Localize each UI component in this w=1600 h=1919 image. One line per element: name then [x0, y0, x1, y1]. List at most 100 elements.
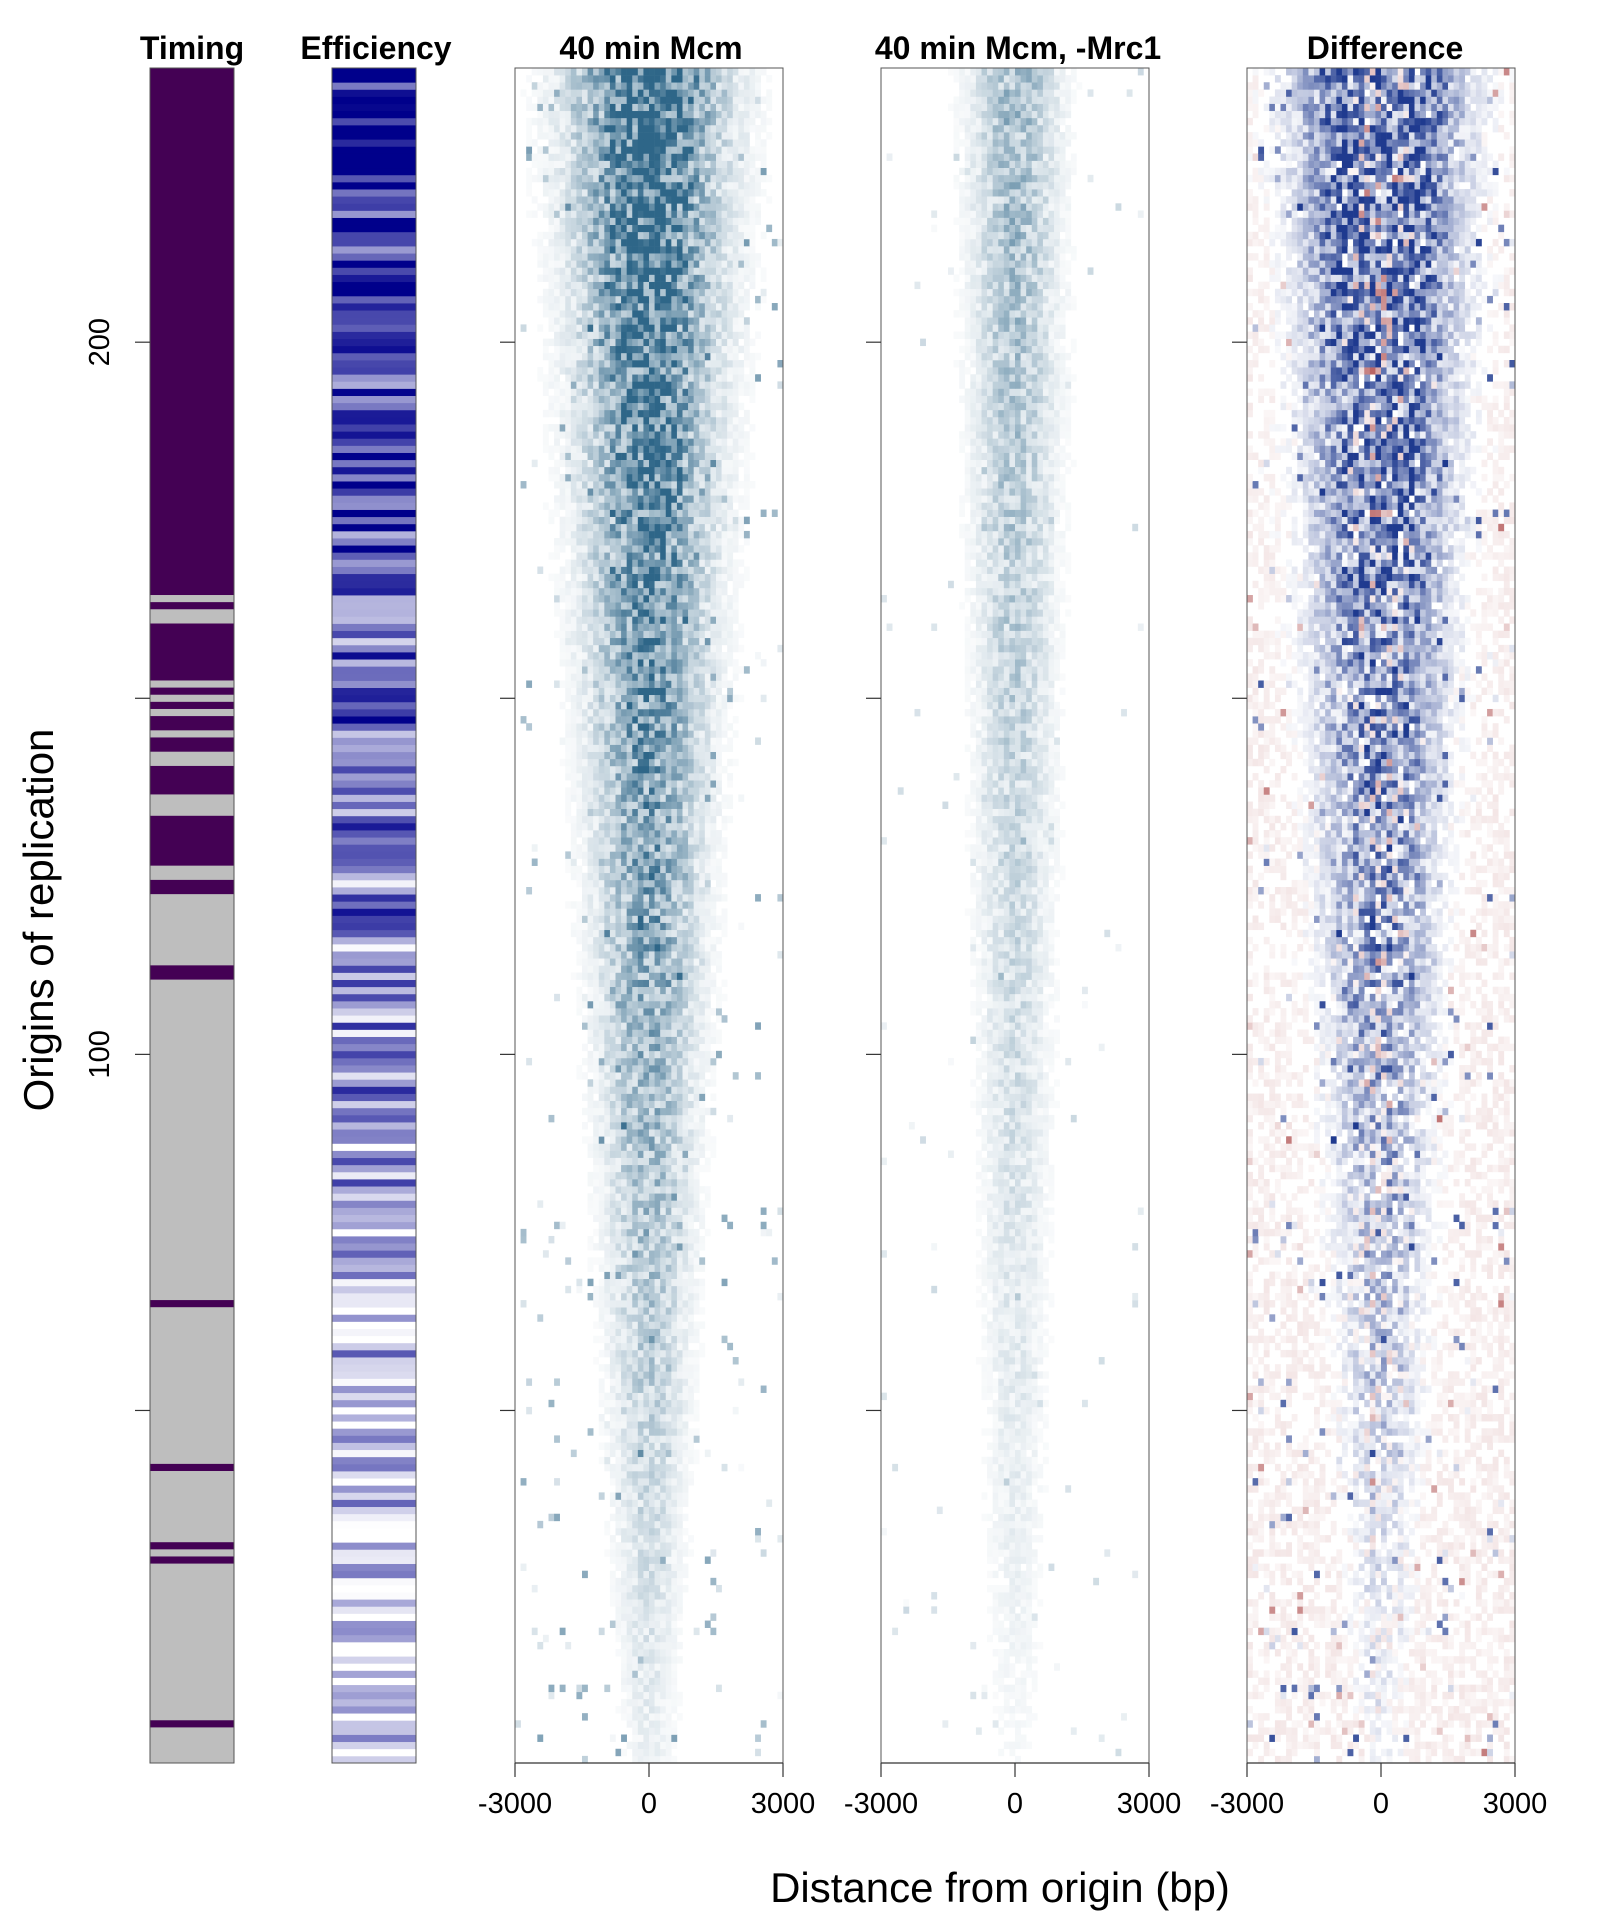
heatmap-cell	[570, 744, 577, 752]
heatmap-cell	[688, 1535, 694, 1543]
heatmap-cell	[637, 1171, 644, 1180]
heatmap-cell	[548, 552, 555, 560]
heatmap-cell	[654, 530, 661, 539]
heatmap-cell	[654, 1649, 661, 1657]
heatmap-cell	[632, 1649, 639, 1657]
heatmap-cell	[576, 616, 583, 624]
efficiency-cell	[332, 865, 416, 874]
heatmap-cell	[693, 416, 700, 425]
heatmap-cell	[671, 943, 678, 952]
heatmap-cell	[621, 1150, 627, 1158]
heatmap-cell	[598, 459, 605, 468]
heatmap-cell	[665, 837, 672, 845]
heatmap-cell	[676, 609, 683, 617]
heatmap-cell	[632, 1634, 639, 1643]
heatmap-cell	[699, 1207, 706, 1215]
heatmap-cell	[682, 623, 689, 631]
heatmap-cell	[637, 438, 644, 446]
heatmap-cell	[604, 1093, 611, 1101]
heatmap-cell	[671, 1535, 678, 1543]
heatmap-cell	[598, 1264, 605, 1272]
heatmap-cell	[598, 466, 605, 475]
heatmap-cell	[637, 701, 644, 710]
heatmap-cell	[660, 1627, 667, 1636]
heatmap-cell	[682, 545, 689, 553]
heatmap-cell	[621, 1250, 627, 1258]
heatmap-cell	[582, 887, 588, 895]
heatmap-cell	[582, 602, 588, 610]
heatmap-cell	[727, 523, 734, 532]
heatmap-cell	[660, 1506, 667, 1515]
heatmap-cell	[554, 409, 560, 418]
heatmap-cell	[738, 431, 745, 439]
heatmap-cell	[604, 481, 611, 489]
heatmap-cell	[604, 495, 611, 503]
heatmap-cell	[598, 616, 605, 624]
heatmap-cell	[626, 972, 633, 980]
heatmap-cell	[682, 595, 689, 603]
heatmap-cell	[643, 1463, 650, 1472]
heatmap-cell	[637, 666, 644, 674]
heatmap-cell	[621, 1264, 627, 1272]
heatmap-cell	[654, 1271, 661, 1280]
heatmap-cell	[559, 538, 566, 546]
heatmap-cell	[699, 1093, 706, 1101]
heatmap-cell	[582, 765, 588, 774]
heatmap-cell	[710, 1107, 717, 1116]
heatmap-cell	[710, 644, 717, 653]
timing-early-band	[150, 602, 234, 610]
heatmap-cell	[615, 573, 622, 582]
heatmap-cell	[671, 837, 678, 845]
heatmap-cell	[554, 580, 560, 589]
heatmap-cell	[593, 395, 600, 404]
heatmap-cell	[582, 409, 588, 418]
heatmap-cell	[615, 1513, 622, 1522]
efficiency-cell	[332, 1627, 416, 1636]
heatmap-cell	[676, 765, 683, 774]
heatmap-cell	[609, 1435, 616, 1443]
heatmap-cell	[665, 1186, 672, 1194]
heatmap-cell	[621, 1584, 627, 1593]
heatmap-cell	[604, 367, 611, 375]
heatmap-cell	[632, 1057, 639, 1066]
heatmap-cell	[716, 751, 722, 760]
heatmap-cell	[710, 559, 717, 567]
heatmap-cell	[704, 473, 711, 482]
heatmap-cell	[660, 1307, 667, 1315]
heatmap-cell	[665, 1627, 672, 1636]
heatmap-cell	[637, 922, 644, 931]
title-40min-mcm: 40 min Mcm	[559, 30, 742, 66]
heatmap-cell	[570, 666, 577, 674]
heatmap-cell	[688, 630, 694, 639]
heatmap-cell	[576, 388, 583, 396]
heatmap-cell	[621, 1577, 627, 1586]
heatmap-cell	[570, 694, 577, 703]
heatmap-cell	[615, 530, 622, 539]
heatmap-cell	[609, 1221, 616, 1230]
heatmap-cell	[676, 1392, 683, 1401]
heatmap-cell	[721, 402, 728, 411]
heatmap-cell	[665, 858, 672, 866]
heatmap-cell	[621, 837, 627, 845]
heatmap-cell	[559, 623, 566, 631]
heatmap-cell	[643, 1613, 650, 1621]
heatmap-cell	[604, 1207, 611, 1215]
heatmap-cell	[665, 595, 672, 603]
heatmap-cell	[665, 1378, 672, 1386]
heatmap-cell	[582, 758, 588, 767]
heatmap-cell	[671, 395, 678, 404]
heatmap-cell	[621, 1065, 627, 1073]
heatmap-cell	[688, 887, 694, 895]
heatmap-cell	[615, 1392, 622, 1401]
heatmap-cell	[777, 951, 784, 959]
heatmap-cell	[716, 808, 722, 817]
heatmap-cell	[743, 530, 750, 539]
heatmap-cell	[716, 466, 722, 475]
heatmap-cell	[643, 1727, 650, 1735]
heatmap-cell	[609, 1228, 616, 1237]
heatmap-cell	[626, 1271, 633, 1280]
heatmap-cell	[615, 815, 622, 824]
efficiency-cell	[332, 1670, 416, 1678]
heatmap-cell	[688, 1122, 694, 1130]
